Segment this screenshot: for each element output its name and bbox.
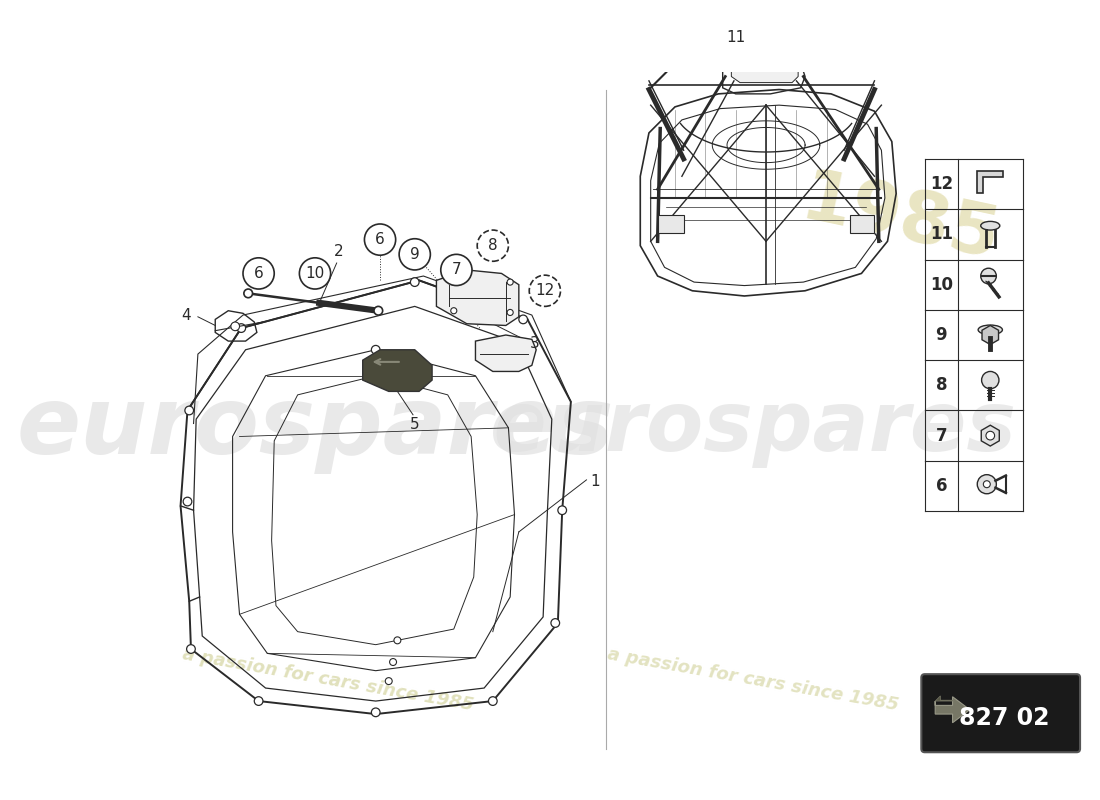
Circle shape [551,618,560,627]
Text: 827 02: 827 02 [959,706,1049,730]
Circle shape [529,275,561,306]
Circle shape [451,279,456,285]
Circle shape [372,346,381,354]
Circle shape [183,498,191,506]
Ellipse shape [981,222,1000,230]
Circle shape [372,708,381,717]
Circle shape [558,506,566,514]
Circle shape [399,238,430,270]
Text: 7: 7 [935,426,947,445]
Circle shape [243,258,274,289]
Text: 11: 11 [930,226,953,243]
Circle shape [977,474,997,494]
Text: 11: 11 [726,30,746,45]
Polygon shape [475,335,536,371]
Text: 9: 9 [935,326,947,344]
Text: 12: 12 [930,175,953,193]
Text: 6: 6 [935,477,947,495]
Polygon shape [850,215,875,233]
Text: 12: 12 [536,283,554,298]
Circle shape [507,310,514,315]
Text: eurospares: eurospares [490,387,1016,468]
Text: a passion for cars since 1985: a passion for cars since 1985 [606,645,900,714]
Polygon shape [732,59,799,82]
Circle shape [441,254,472,286]
Polygon shape [437,270,519,326]
Circle shape [236,324,245,333]
Circle shape [254,697,263,706]
Text: 5: 5 [410,418,419,433]
Text: 10: 10 [930,276,953,294]
Text: 8: 8 [488,238,497,253]
Circle shape [986,431,994,440]
Polygon shape [977,171,1003,193]
Circle shape [410,278,419,286]
Circle shape [981,371,999,389]
Text: 4: 4 [182,307,191,322]
Text: 7: 7 [452,262,461,278]
Circle shape [981,268,997,284]
Text: a passion for cars since 1985: a passion for cars since 1985 [182,645,475,714]
Text: 2: 2 [333,244,343,258]
Text: 10: 10 [306,266,324,281]
Polygon shape [982,326,999,345]
Circle shape [488,697,497,706]
Text: eurospares: eurospares [16,382,614,474]
Circle shape [299,258,331,289]
Circle shape [374,306,383,315]
Polygon shape [363,350,432,391]
Circle shape [720,22,751,53]
Circle shape [385,678,393,685]
Text: 3: 3 [530,336,540,351]
Polygon shape [935,696,953,701]
Circle shape [185,406,194,415]
Text: 6: 6 [254,266,264,281]
Circle shape [244,289,253,298]
Circle shape [983,481,990,488]
Text: 8: 8 [935,376,947,394]
Text: 1985: 1985 [795,165,1006,274]
FancyBboxPatch shape [922,674,1080,752]
Circle shape [231,322,240,330]
Circle shape [187,645,196,654]
Circle shape [389,658,396,666]
Circle shape [394,637,400,644]
Circle shape [507,279,514,285]
Ellipse shape [978,325,1002,334]
Circle shape [364,224,396,255]
Polygon shape [658,215,683,233]
Circle shape [519,315,528,324]
Text: 9: 9 [410,247,419,262]
Polygon shape [981,426,999,446]
Polygon shape [935,697,970,722]
Text: 6: 6 [375,232,385,247]
Text: 1: 1 [590,474,600,489]
Circle shape [477,230,508,262]
Circle shape [451,308,456,314]
